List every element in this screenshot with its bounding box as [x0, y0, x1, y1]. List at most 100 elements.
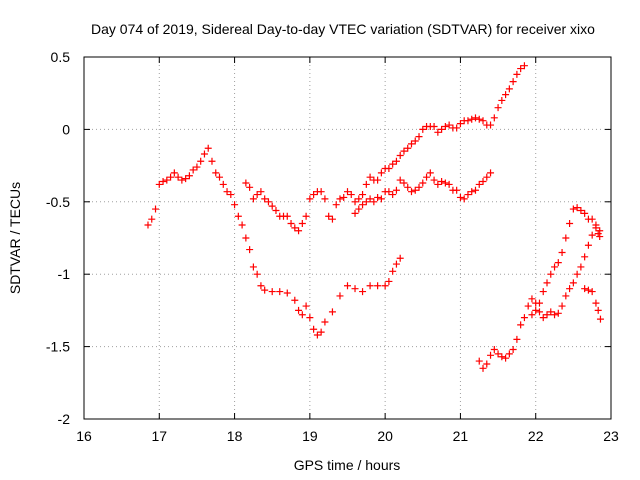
- data-point: [423, 173, 431, 181]
- data-point: [445, 121, 453, 129]
- data-point: [588, 215, 596, 223]
- data-point: [223, 188, 231, 196]
- data-point: [295, 306, 303, 314]
- data-point: [513, 70, 521, 78]
- data-point: [321, 195, 329, 203]
- data-point: [581, 209, 589, 217]
- data-point: [268, 288, 276, 296]
- data-point: [592, 221, 600, 229]
- data-point: [588, 288, 596, 296]
- data-point: [411, 137, 419, 145]
- data-point: [381, 282, 389, 290]
- y-tick-label: -1: [58, 266, 71, 282]
- data-point: [453, 186, 461, 194]
- data-point: [592, 299, 600, 307]
- plot-frame: [83, 56, 612, 420]
- data-point: [163, 176, 171, 184]
- data-point: [404, 183, 412, 191]
- data-point: [464, 191, 472, 199]
- data-point: [415, 183, 423, 191]
- data-point: [520, 314, 528, 322]
- data-point: [328, 215, 336, 223]
- chart-title: Day 074 of 2019, Sidereal Day-to-day VTE…: [91, 21, 595, 37]
- data-point: [543, 279, 551, 287]
- data-point: [234, 212, 242, 220]
- data-point: [487, 121, 495, 129]
- x-tick-label: 17: [151, 428, 167, 444]
- x-tick-label: 22: [528, 428, 544, 444]
- data-point: [547, 270, 555, 278]
- data-point: [502, 91, 510, 99]
- data-point: [551, 311, 559, 319]
- data-point: [167, 173, 175, 181]
- data-point: [498, 353, 506, 361]
- data-point: [302, 302, 310, 310]
- data-point: [182, 175, 190, 183]
- data-point: [453, 124, 461, 132]
- data-point: [385, 277, 393, 285]
- data-point: [362, 180, 370, 188]
- data-point: [351, 209, 359, 217]
- data-point: [479, 178, 487, 186]
- data-point: [566, 285, 574, 293]
- data-point: [487, 169, 495, 177]
- data-point: [543, 311, 551, 319]
- data-point: [483, 173, 491, 181]
- data-point: [596, 233, 604, 241]
- x-tick-label: 20: [377, 428, 393, 444]
- data-point: [584, 241, 592, 249]
- data-point: [441, 123, 449, 131]
- x-tick-labels: 16 17 18 19 20 21 22 23: [76, 428, 619, 444]
- data-point: [494, 104, 502, 112]
- data-point: [430, 176, 438, 184]
- data-point: [261, 195, 269, 203]
- data-point: [411, 186, 419, 194]
- data-point: [155, 180, 163, 188]
- data-point: [204, 144, 212, 152]
- data-point: [302, 212, 310, 220]
- data-point: [520, 62, 528, 70]
- data-point: [479, 364, 487, 372]
- data-point: [174, 173, 182, 181]
- data-point: [389, 191, 397, 199]
- data-point: [517, 65, 525, 73]
- series-arc-3: [351, 169, 495, 217]
- data-point: [434, 128, 442, 136]
- data-point: [295, 227, 303, 235]
- data-point: [577, 206, 585, 214]
- y-tick-label: -1.5: [46, 339, 70, 355]
- data-point: [490, 114, 498, 122]
- data-point: [362, 198, 370, 206]
- data-point: [535, 299, 543, 307]
- x-tick-label: 18: [227, 428, 243, 444]
- data-point: [351, 285, 359, 293]
- data-point: [539, 314, 547, 322]
- data-point: [374, 193, 382, 201]
- data-point: [366, 173, 374, 181]
- data-point: [246, 246, 254, 254]
- data-point: [594, 306, 602, 314]
- data-point: [528, 311, 536, 319]
- data-point: [524, 302, 532, 310]
- data-point: [407, 140, 415, 148]
- data-point: [276, 288, 284, 296]
- data-point: [483, 360, 491, 368]
- data-point: [505, 350, 513, 358]
- data-point: [336, 292, 344, 300]
- data-point: [332, 201, 340, 209]
- data-point: [475, 115, 483, 123]
- y-tick-labels: 0.5 0 -0.5 -1 -1.5 -2: [46, 49, 70, 427]
- data-point: [249, 263, 257, 271]
- data-point: [596, 315, 604, 323]
- data-point: [317, 188, 325, 196]
- data-point: [392, 186, 400, 194]
- data-point: [505, 85, 513, 93]
- data-point: [283, 289, 291, 297]
- data-point: [189, 166, 197, 174]
- data-point: [261, 286, 269, 294]
- data-point: [283, 212, 291, 220]
- data-point: [464, 117, 472, 125]
- data-point: [336, 195, 344, 203]
- data-point: [554, 309, 562, 317]
- data-point: [558, 302, 566, 310]
